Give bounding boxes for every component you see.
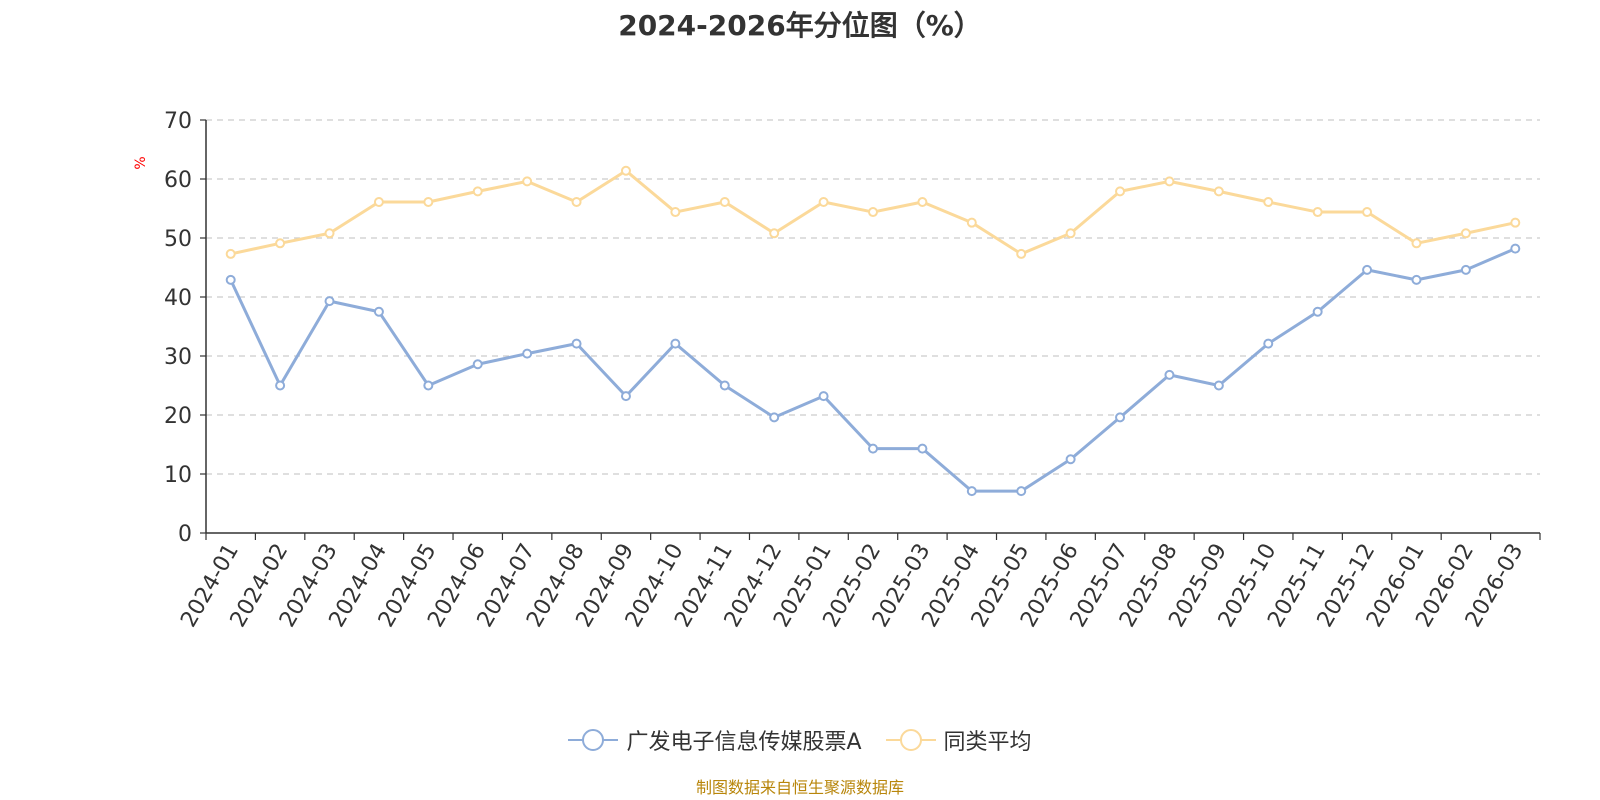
data-point <box>1312 306 1323 317</box>
data-point <box>324 228 335 239</box>
data-point <box>1263 197 1274 208</box>
data-point <box>373 306 384 317</box>
data-point <box>917 443 928 454</box>
data-point <box>1164 369 1175 380</box>
data-point <box>1016 486 1027 497</box>
data-point <box>522 348 533 359</box>
legend-item-1[interactable]: 同类平均 <box>885 724 1032 756</box>
legend-marker <box>582 729 605 751</box>
data-point <box>373 197 384 208</box>
series-lines <box>225 165 1521 497</box>
data-point <box>225 274 236 285</box>
data-point <box>1115 412 1126 423</box>
y-tick-label: 40 <box>164 286 192 311</box>
data-point <box>571 338 582 349</box>
data-point <box>1510 217 1521 228</box>
data-point <box>1411 274 1422 285</box>
series-line-0 <box>229 247 1516 493</box>
y-tick-label: 50 <box>164 227 192 252</box>
legend-marker <box>899 729 922 751</box>
legend-label: 广发电子信息传媒股票A <box>626 730 862 755</box>
data-point <box>472 186 483 197</box>
y-tick-label: 70 <box>164 109 192 134</box>
data-point <box>1411 238 1422 249</box>
y-tick-label: 60 <box>164 168 192 193</box>
data-point <box>1460 228 1471 239</box>
data-point <box>1362 207 1373 218</box>
chart-title: 2024-2026年分位图（%） <box>618 9 982 42</box>
data-point <box>818 391 829 402</box>
y-tick-label: 0 <box>178 522 192 547</box>
data-point <box>1312 207 1323 218</box>
data-point <box>769 412 780 423</box>
legend-label: 同类平均 <box>943 730 1032 755</box>
data-point <box>1115 186 1126 197</box>
axes: 0102030405060702024-012024-022024-032024… <box>164 109 1541 632</box>
data-point <box>522 176 533 187</box>
data-point <box>423 197 434 208</box>
legend-item-0[interactable]: 广发电子信息传媒股票A <box>568 724 862 756</box>
data-point <box>670 207 681 218</box>
y-tick-label: 10 <box>164 463 192 488</box>
data-point <box>620 165 631 176</box>
y-tick-label: 30 <box>164 345 192 370</box>
data-point <box>966 486 977 497</box>
grid-lines <box>206 119 1540 475</box>
data-point <box>1263 338 1274 349</box>
data-point <box>769 228 780 239</box>
y-tick-label: 20 <box>164 404 192 429</box>
data-point <box>1460 264 1471 275</box>
data-point <box>1065 454 1076 465</box>
data-point <box>818 197 829 208</box>
data-point <box>719 197 730 208</box>
data-point <box>670 338 681 349</box>
data-point <box>868 207 878 218</box>
data-point <box>324 296 335 307</box>
data-point <box>275 238 286 249</box>
data-point <box>868 443 878 454</box>
data-point <box>966 217 977 228</box>
data-point <box>1164 176 1175 187</box>
data-point <box>472 359 483 370</box>
data-point <box>1510 243 1521 254</box>
legend-swatch <box>885 729 936 751</box>
y-axis-label: % <box>133 156 149 169</box>
legend: 广发电子信息传媒股票A 同类平均 <box>0 724 1600 756</box>
data-point <box>423 380 434 391</box>
data-point <box>1016 248 1027 259</box>
data-point <box>917 197 928 208</box>
legend-swatch <box>568 729 619 751</box>
data-point <box>620 391 631 402</box>
data-point <box>1213 380 1224 391</box>
data-point <box>225 248 236 259</box>
data-point <box>719 380 730 391</box>
data-point <box>1213 186 1224 197</box>
data-point <box>1065 228 1076 239</box>
data-point <box>571 197 582 208</box>
source-note: 制图数据来自恒生聚源数据库 <box>695 778 904 797</box>
data-point <box>275 380 286 391</box>
data-point <box>1362 264 1373 275</box>
